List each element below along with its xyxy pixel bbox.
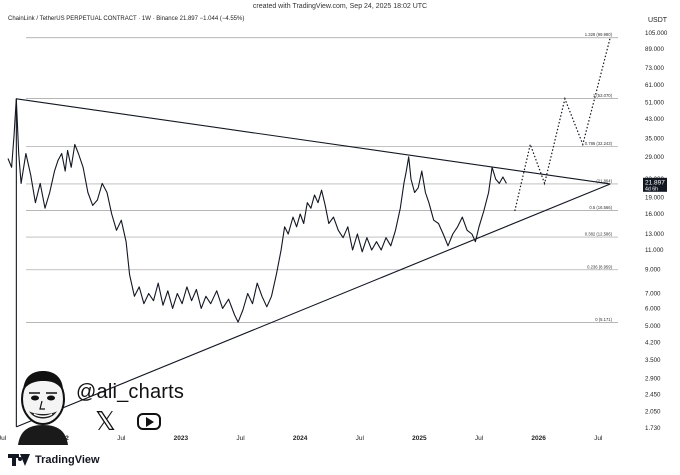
y-tick-label: 2.450: [645, 392, 661, 399]
y-tick-label: 43.000: [645, 116, 664, 123]
tradingview-footer: TradingView: [8, 452, 100, 468]
y-tick-label: 6.000: [645, 305, 661, 312]
x-icon: 𝕏: [95, 406, 116, 436]
triangle-upper-line: [16, 98, 611, 185]
fib-level-label: 1.328 (99.980): [585, 32, 613, 37]
author-handle: @ali_charts: [76, 381, 185, 403]
y-tick-label: 61.000: [645, 82, 664, 89]
currency-label: USDT: [648, 17, 668, 24]
y-tick-label: 29.000: [645, 154, 664, 161]
projection-path: [514, 37, 611, 212]
y-tick-label: 3.500: [645, 357, 661, 364]
x-tick-label: Jul: [356, 435, 365, 442]
x-tick-label: 2026: [531, 435, 546, 442]
x-tick-label: 2024: [293, 435, 308, 442]
fib-level-label: 0.382 (12.586): [585, 232, 613, 237]
y-tick-label: 105.000: [645, 30, 668, 37]
y-tick-label: 2.900: [645, 375, 661, 382]
x-tick-label: Jul: [0, 435, 7, 442]
y-tick-label: 2.050: [645, 409, 661, 416]
x-tick-label: Jul: [594, 435, 603, 442]
price-series-line: [7, 98, 507, 323]
fib-level-label: 0.236 (8.959): [587, 264, 613, 269]
y-tick-label: 16.000: [645, 211, 664, 218]
fib-level-label: 0.786 (32.243): [585, 141, 613, 146]
fib-level-label: 1 (53.070): [593, 93, 613, 98]
y-tick-label: 9.000: [645, 266, 661, 273]
y-tick-label: 7.000: [645, 291, 661, 298]
triangle-lower-line: [16, 183, 611, 428]
x-tick-label: Jul: [475, 435, 484, 442]
y-tick-label: 51.000: [645, 99, 664, 106]
y-tick-label: 5.000: [645, 323, 661, 330]
fib-level-label: 0 (5.171): [595, 317, 612, 322]
avatar-icon: [18, 371, 68, 445]
current-price-badge: [643, 177, 667, 192]
x-tick-label: Jul: [236, 435, 245, 442]
symbol-info: ChainLink / TetherUS PERPETUAL CONTRACT …: [8, 16, 245, 22]
chart-caption: created with TradingView.com, Sep 24, 20…: [252, 3, 428, 10]
tradingview-wordmark: TradingView: [35, 454, 100, 466]
price-countdown-label: 4d 6h: [645, 187, 658, 193]
y-tick-label: 19.000: [645, 194, 664, 201]
fib-level-label: (21.864): [596, 178, 612, 183]
y-tick-label: 4.200: [645, 340, 661, 347]
tradingview-logo-icon: [8, 454, 30, 466]
y-tick-label: 1.730: [645, 425, 661, 432]
x-tick-label: 2025: [412, 435, 427, 442]
youtube-icon: [137, 413, 161, 430]
x-tick-label: Jul: [117, 435, 126, 442]
y-tick-label: 13.000: [645, 231, 664, 238]
y-tick-label: 11.000: [645, 247, 664, 254]
y-tick-label: 73.000: [645, 65, 664, 72]
x-tick-label: 2023: [174, 435, 189, 442]
fib-level-label: 0.5 (16.566): [589, 205, 612, 210]
y-tick-label: 89.000: [645, 46, 664, 53]
current-price-label: 21.897: [645, 179, 665, 186]
y-tick-label: 35.000: [645, 136, 664, 143]
